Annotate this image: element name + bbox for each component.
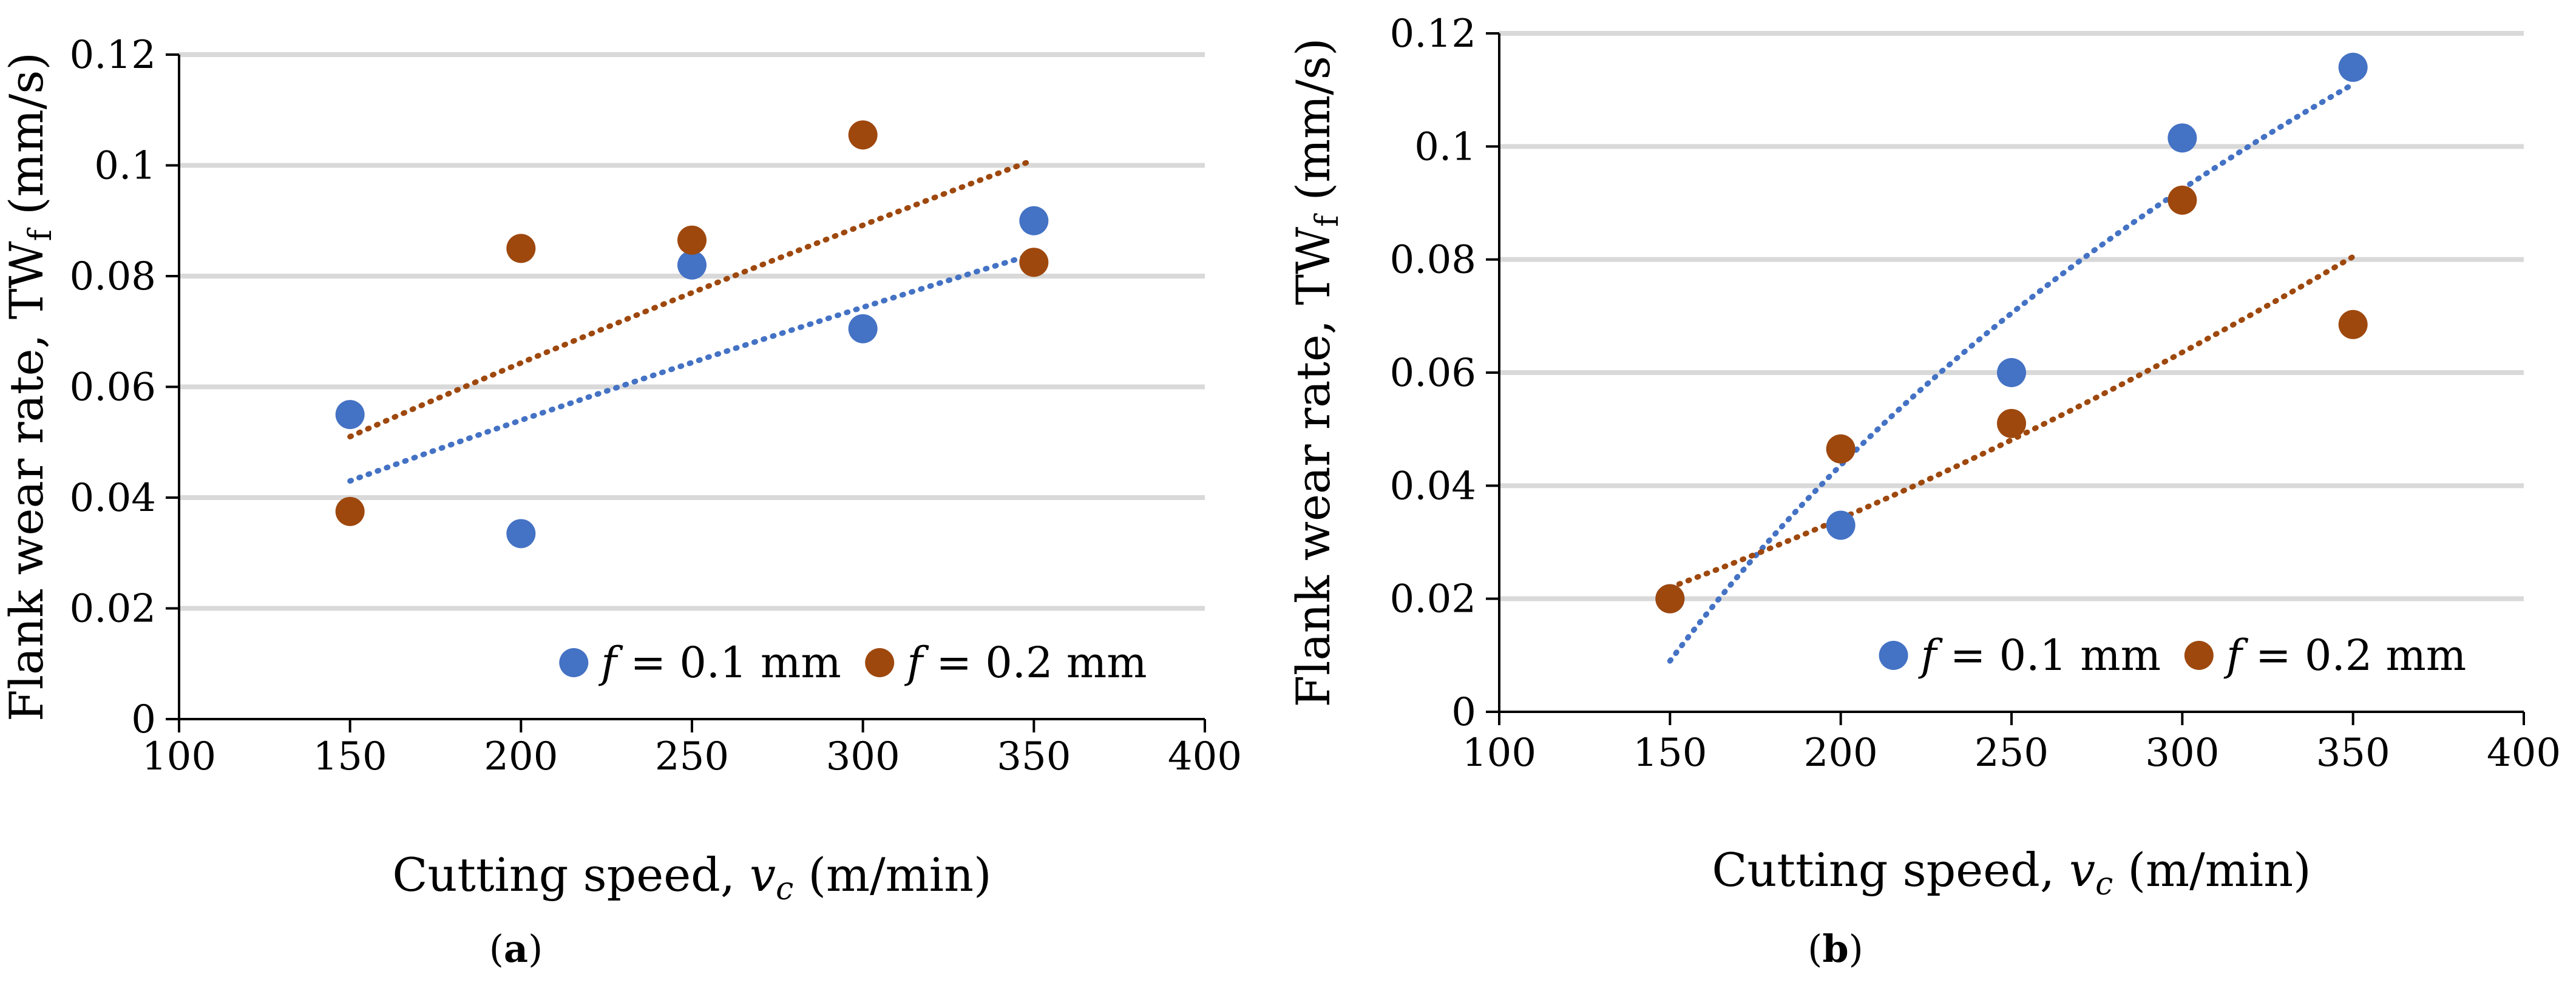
- y-tick-label: 0.02: [70, 587, 157, 632]
- data-point-series-2: [677, 225, 707, 255]
- data-point-series-1: [2168, 123, 2197, 153]
- y-tick-label: 0.1: [1414, 124, 1476, 169]
- legend-rest: = 0.2 mm: [923, 638, 1147, 688]
- x-tick-label: 200: [1804, 731, 1878, 776]
- y-tick-label: 0.08: [70, 254, 157, 299]
- data-point-series-2: [2168, 185, 2197, 215]
- panel-label-close: ): [528, 927, 543, 971]
- data-point-series-1: [848, 314, 878, 343]
- x-axis-title-unit: (m/min): [793, 848, 991, 902]
- y-axis-title-sub: f: [1309, 213, 1346, 227]
- x-tick-label: 250: [655, 734, 729, 779]
- y-tick-label: 0.06: [1390, 351, 1477, 396]
- x-tick-label: 300: [826, 734, 900, 779]
- x-tick-label: 400: [1168, 734, 1242, 779]
- x-tick-label: 350: [2316, 731, 2390, 776]
- legend-marker-series-2: [865, 648, 895, 677]
- data-point-series-2: [2338, 309, 2368, 339]
- panel-label-close: ): [1849, 927, 1863, 971]
- x-axis-title-sub: c: [2095, 866, 2113, 902]
- legend-label-series-1: f = 0.1 mm: [598, 638, 841, 688]
- chart-panel-a: 0 0.02 0.04 0.06 0.08 0.1 0.12 100 150 200 250 300 3…: [0, 33, 1242, 971]
- x-axis-title-sub: c: [776, 871, 793, 907]
- data-point-series-1: [1019, 206, 1049, 235]
- x-tick-label: 100: [1462, 731, 1536, 776]
- y-tick-label: 0.04: [1390, 464, 1477, 509]
- y-tick-label: 0.02: [1390, 577, 1477, 622]
- panel-label-letter: b: [1822, 927, 1848, 971]
- y-tick-label: 0: [1451, 690, 1476, 735]
- trendline-series-2: [1667, 254, 2356, 590]
- legend-marker-series-1: [559, 648, 589, 677]
- data-point-series-1: [1826, 510, 1856, 540]
- legend-rest: = 0.1 mm: [1936, 631, 2160, 680]
- x-tick-label: 100: [142, 734, 216, 779]
- legend-label-series-1: f = 0.1 mm: [1918, 631, 2161, 680]
- x-tick-label: 400: [2487, 731, 2561, 776]
- x-axis-title-main: Cutting speed,: [1712, 843, 2069, 897]
- panel-label-letter: a: [504, 927, 528, 971]
- data-point-series-1: [1997, 358, 2026, 387]
- legend-marker-series-1: [1879, 641, 1908, 670]
- x-tick-label: 250: [1974, 731, 2049, 776]
- data-point-series-2: [1019, 248, 1049, 277]
- data-point-series-2: [1997, 408, 2026, 438]
- panel-label: (a): [489, 927, 543, 971]
- x-tick-label: 200: [484, 734, 558, 779]
- data-point-series-2: [335, 496, 365, 526]
- y-axis-title-sub: f: [22, 227, 59, 241]
- y-tick-label: 0.06: [70, 365, 157, 410]
- x-tick-label: 300: [2145, 731, 2219, 776]
- data-point-series-1: [2338, 52, 2368, 82]
- trendline-series-1: [1667, 81, 2356, 664]
- chart-panel-b: 0 0.02 0.04 0.06 0.08 0.1 0.12 100 150 200 250 300 3…: [1286, 12, 2561, 971]
- x-tick-label: 150: [1633, 731, 1707, 776]
- x-axis-title-unit: (m/min): [2113, 843, 2311, 897]
- legend-rest: = 0.1 mm: [617, 638, 841, 688]
- x-axis-title: Cutting speed, vc (m/min): [392, 848, 991, 907]
- panel-label-open: (: [489, 927, 504, 971]
- y-axis-title-unit: (mm/s): [1286, 38, 1340, 215]
- y-axis-title-main: Flank wear rate, TW: [1286, 227, 1340, 708]
- y-axis-title-unit: (mm/s): [0, 52, 53, 229]
- legend-label-series-2: f = 0.2 mm: [904, 638, 1147, 688]
- legend-rest: = 0.2 mm: [2242, 631, 2466, 680]
- y-axis-title: Flank wear rate, TWf (mm/s): [0, 52, 59, 722]
- y-axis-title-main: Flank wear rate, TW: [0, 241, 53, 722]
- panel-label: (b): [1808, 927, 1863, 971]
- data-point-series-2: [1826, 434, 1856, 464]
- y-tick-label: 0.12: [70, 33, 157, 78]
- data-point-series-2: [1655, 584, 1685, 614]
- y-tick-label: 0.12: [1390, 12, 1477, 56]
- data-point-series-1: [506, 519, 536, 549]
- data-point-series-2: [848, 120, 878, 150]
- y-axis-title: Flank wear rate, TWf (mm/s): [1286, 38, 1346, 707]
- legend-marker-series-2: [2184, 641, 2214, 670]
- x-tick-label: 350: [997, 734, 1071, 779]
- y-tick-label: 0: [131, 697, 156, 742]
- y-tick-label: 0.08: [1390, 238, 1477, 283]
- data-point-series-1: [677, 250, 707, 280]
- y-tick-label: 0.1: [94, 144, 156, 189]
- y-tick-label: 0.04: [70, 476, 157, 521]
- x-axis-title: Cutting speed, vc (m/min): [1712, 843, 2311, 902]
- data-point-series-2: [506, 234, 536, 263]
- x-axis-title-var: v: [2069, 843, 2095, 897]
- trendline-series-1: [347, 251, 1037, 484]
- data-point-series-1: [335, 400, 365, 430]
- legend-label-series-2: f = 0.2 mm: [2223, 631, 2466, 680]
- x-tick-label: 150: [313, 734, 387, 779]
- x-axis-title-main: Cutting speed,: [392, 848, 750, 902]
- trendline-series-2: [347, 157, 1037, 440]
- x-axis-title-var: v: [750, 848, 776, 902]
- panel-label-open: (: [1808, 927, 1822, 971]
